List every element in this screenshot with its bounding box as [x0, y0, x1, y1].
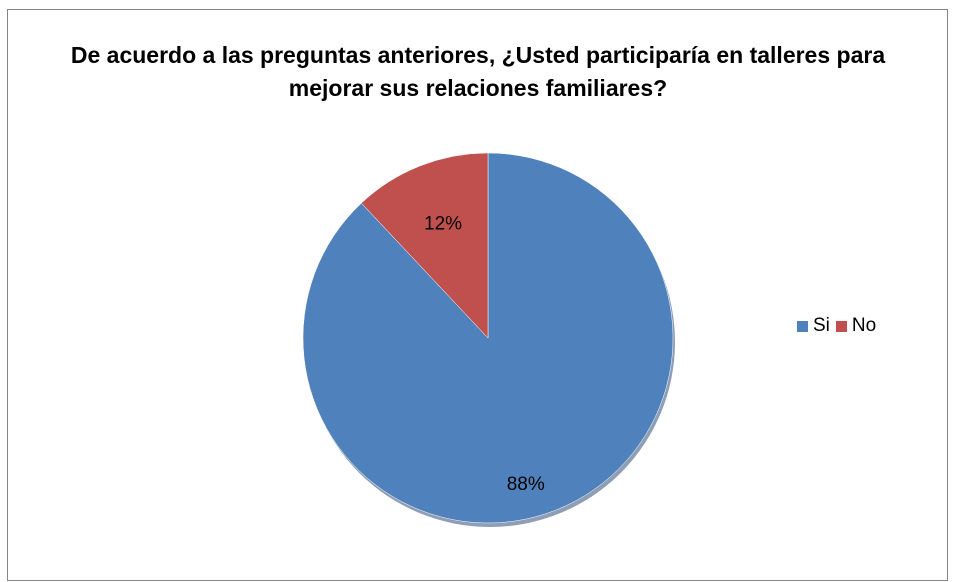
data-label-no: 12% — [424, 213, 462, 234]
legend-item-si: Si — [797, 315, 830, 337]
pie-slice-no — [361, 152, 489, 339]
legend-label-no: No — [851, 315, 877, 336]
chart-frame: De acuerdo a las preguntas anteriores, ¿… — [7, 9, 948, 581]
pie-chart: 88% 12% — [302, 152, 675, 527]
legend-label-si: Si — [813, 315, 830, 336]
legend-swatch-si — [797, 320, 808, 332]
chart-legend: Si No — [797, 315, 882, 337]
data-label-si: 88% — [507, 474, 545, 495]
chart-title: De acuerdo a las preguntas anteriores, ¿… — [70, 42, 886, 101]
legend-item-no: No — [835, 315, 877, 337]
legend-swatch-no — [835, 320, 847, 332]
